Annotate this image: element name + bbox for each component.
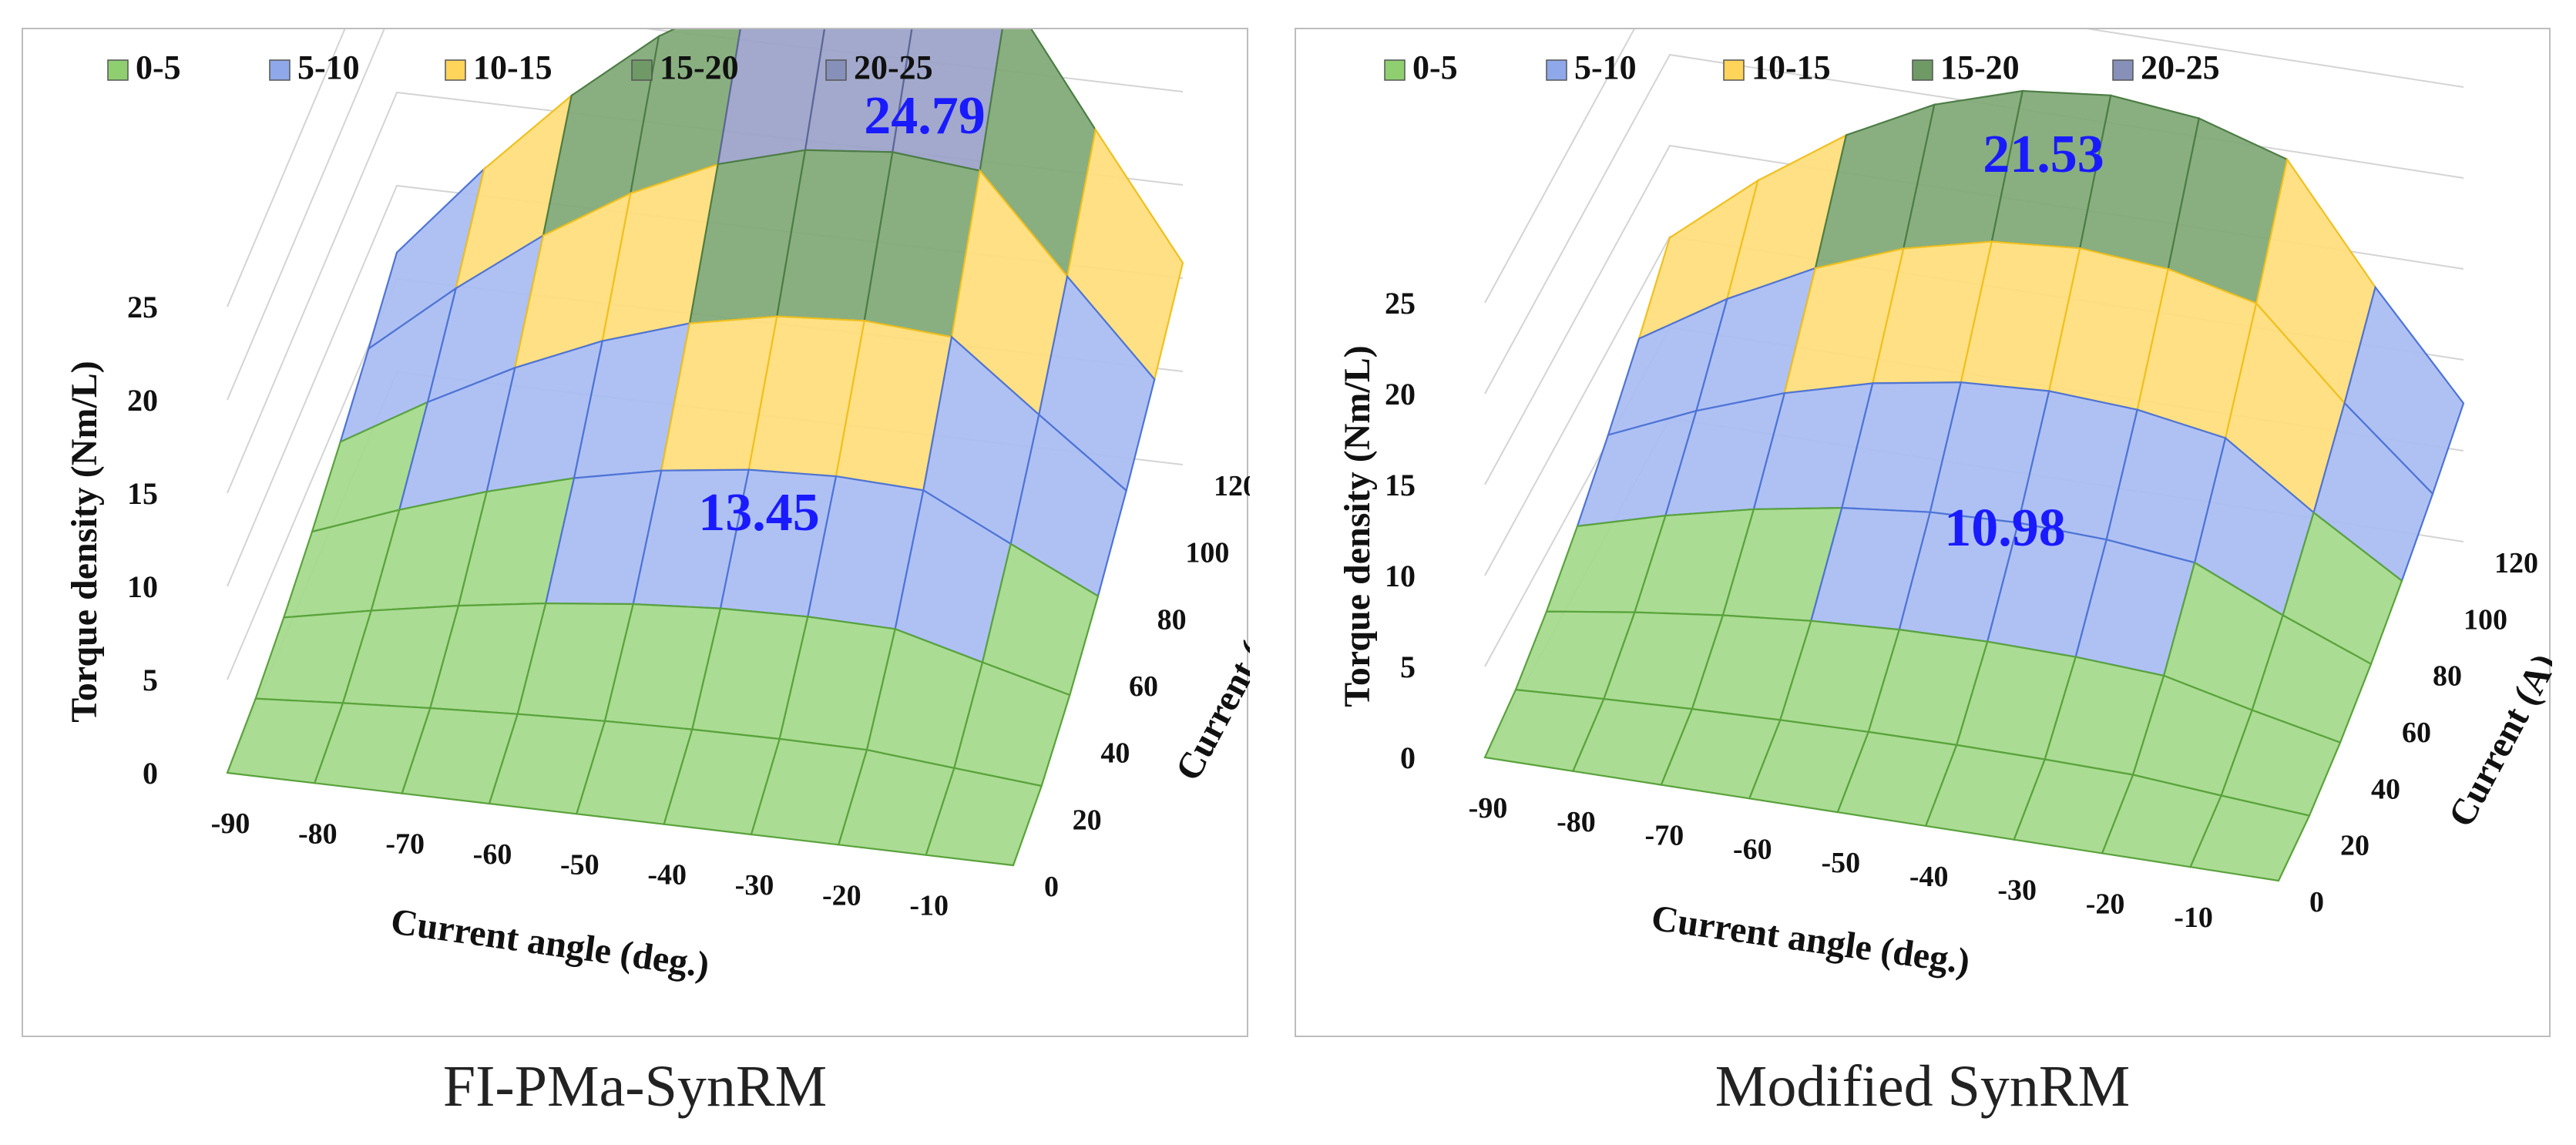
y-tick-label: 0 [2309,886,2324,918]
legend-label: 20-25 [854,49,933,86]
x-tick-label: -40 [1909,861,1949,893]
surface-chart-fi-pma-synrm: 0 5 10 15 20 25 -90 -80 -70 -60 -50 -40 -30 -20 -10 0 20… [64,29,1250,986]
legend-swatch [269,59,291,81]
z-axis-title: Torque density (Nm/L) [1337,345,1378,707]
surface-mesh [226,29,1184,867]
y-tick-label: 120 [2494,547,2538,579]
z-tick-label: 20 [1385,377,1416,411]
x-tick-label: -90 [211,808,250,840]
legend-label: 5-10 [1574,49,1637,86]
y-tick-label: 20 [1073,804,1102,836]
legend-swatch [1723,59,1745,81]
x-tick-label: -40 [647,859,687,891]
z-tick-label: 20 [127,383,158,418]
z-axis-title: Torque density (Nm/L) [64,361,105,722]
x-tick-label: -80 [298,818,338,850]
x-axis: -90 -80 -70 -60 -50 -40 -30 -20 -10 [211,808,949,922]
legend-swatch [825,59,847,81]
x-axis-title: Current angle (deg.) [1649,898,1973,982]
z-tick-label: 0 [1400,740,1416,775]
y-tick-label: 80 [1157,603,1187,636]
surface-cell [925,767,1043,867]
legend: 0-5 5-10 10-15 15-20 20-25 [1384,49,2220,86]
y-tick-label: 20 [2340,830,2369,862]
surface-cell [2189,794,2311,882]
chart-panel-fi-pma-synrm: 0 5 10 15 20 25 -90 -80 -70 -60 -50 -40 -30 -20 -10 0 20… [22,28,1250,1037]
z-axis: 0 5 10 15 20 25 [1385,286,1416,775]
chart-caption-modified-synrm: Modified SynRM [1715,1054,2131,1119]
z-tick-label: 5 [1400,650,1416,684]
z-tick-label: 15 [127,476,158,511]
legend-swatch [1546,59,1567,81]
legend-label: 15-20 [1940,49,2020,86]
y-tick-label: 60 [1129,670,1158,703]
legend-label: 5-10 [297,49,360,86]
z-tick-label: 10 [127,569,158,604]
legend-label: 0-5 [1412,49,1458,86]
x-axis: -90 -80 -70 -60 -50 -40 -30 -20 -10 [1469,792,2213,934]
legend-swatch [1384,59,1406,81]
legend-label: 0-5 [136,49,181,86]
legend-swatch [631,59,653,81]
z-axis: 0 5 10 15 20 25 [127,290,158,791]
y-axis: 0 20 40 60 80 100 120 [1044,470,1250,903]
y-tick-label: 40 [2371,773,2400,805]
legend-swatch [2112,59,2134,81]
z-tick-label: 5 [143,663,158,697]
gridline-z-25 [1484,29,2464,304]
peak-value-label: 24.79 [864,86,986,146]
y-tick-label: 40 [1100,737,1130,770]
y-tick-label: 100 [1185,537,1229,569]
gridline-z-25 [227,29,346,307]
legend-label: 20-25 [2141,49,2220,86]
mid-value-label: 10.98 [1944,499,2066,558]
surface-mesh [1483,89,2465,882]
x-tick-label: -60 [1733,833,1772,865]
y-tick-label: 80 [2433,660,2462,693]
z-tick-label: 10 [1385,559,1416,593]
x-tick-label: -50 [1821,847,1860,879]
x-tick-label: -60 [473,838,512,871]
y-tick-label: 120 [1214,470,1250,502]
y-tick-label: 0 [1044,871,1059,903]
x-tick-label: -90 [1469,792,1508,824]
legend-label: 10-15 [473,49,552,86]
x-tick-label: -30 [1997,875,2037,907]
x-tick-label: -10 [2174,902,2213,934]
legend-swatch [107,59,129,81]
x-tick-label: -20 [2086,888,2125,920]
x-tick-label: -80 [1557,806,1596,838]
chart-caption-fi-pma-synrm: FI-PMa-SynRM [442,1054,828,1119]
x-tick-label: -70 [385,828,425,861]
z-tick-label: 15 [1385,468,1416,502]
legend-swatch [1912,59,1933,81]
peak-value-label: 21.53 [1983,125,2104,184]
z-tick-label: 0 [143,756,158,791]
x-tick-label: -10 [909,890,949,922]
legend-swatch [445,59,466,81]
surface-chart-modified-synrm: 0 5 10 15 20 25 -90 -80 -70 -60 -50 -40 -30 -20 -10 0 20… [1337,29,2552,982]
legend: 0-5 5-10 10-15 15-20 20-25 [107,49,933,86]
chart-panel-modified-synrm: 0 5 10 15 20 25 -90 -80 -70 -60 -50 -40 -30 -20 -10 0 20… [1295,28,2552,1037]
y-tick-label: 60 [2402,717,2431,749]
z-tick-label: 25 [1385,286,1416,321]
x-tick-label: -30 [735,869,774,902]
x-tick-label: -50 [560,848,599,881]
z-tick-label: 25 [127,290,158,324]
y-tick-label: 100 [2463,603,2507,636]
x-tick-label: -70 [1645,820,1684,852]
legend-label: 15-20 [660,49,739,86]
x-tick-label: -20 [822,879,861,912]
legend-label: 10-15 [1751,49,1831,86]
x-axis-title: Current angle (deg.) [388,901,712,986]
mid-value-label: 13.45 [698,483,820,542]
